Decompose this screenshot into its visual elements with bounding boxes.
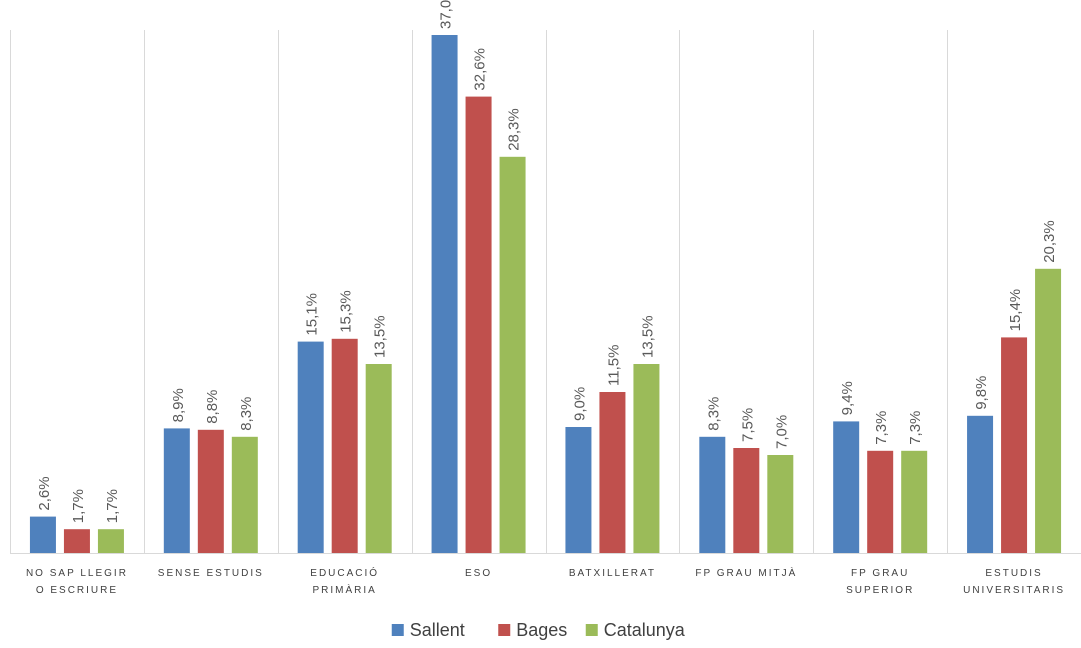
category-label: PRIMÀRIA xyxy=(313,583,377,596)
legend-swatch xyxy=(585,624,598,636)
data-label: 13,5% xyxy=(372,315,389,358)
legend-label: Bages xyxy=(516,620,567,640)
category-separators xyxy=(10,30,948,553)
bar-sallent xyxy=(967,415,994,553)
data-label: 9,0% xyxy=(571,387,588,421)
bar-sallent xyxy=(431,35,458,553)
legend: Sallent Bages Catalunya xyxy=(391,620,686,640)
category-label: ESO xyxy=(465,568,492,579)
data-label: 8,9% xyxy=(170,388,187,422)
bars xyxy=(29,35,1062,554)
data-label: 2,6% xyxy=(36,476,53,510)
category-label: UNIVERSITARIS xyxy=(963,585,1065,596)
data-label: 11,5% xyxy=(605,345,622,386)
bar-bages xyxy=(867,450,894,553)
category-label: FP GRAU MITJÀ xyxy=(695,566,797,579)
bar-catalunya xyxy=(633,364,660,553)
bar-catalunya xyxy=(97,529,124,553)
legend-label: Catalunya xyxy=(604,620,686,640)
data-label: 8,3% xyxy=(705,397,722,431)
bar-sallent xyxy=(565,427,592,553)
bar-catalunya xyxy=(231,436,258,553)
category-label: EDUCACIÓ xyxy=(310,566,379,579)
legend-swatch xyxy=(498,624,511,636)
bar-catalunya xyxy=(365,364,392,553)
data-label: 9,8% xyxy=(973,376,990,410)
data-label: 20,3% xyxy=(1041,220,1058,263)
data-label: 13,5% xyxy=(639,315,656,358)
data-label: 32,6% xyxy=(472,48,489,91)
bar-bages xyxy=(197,429,224,553)
bar-catalunya xyxy=(1035,268,1062,553)
bar-sallent xyxy=(297,341,324,553)
bar-catalunya xyxy=(767,455,794,553)
bar-sallent xyxy=(163,428,190,553)
bar-bages xyxy=(599,392,626,553)
category-label: SENSE ESTUDIS xyxy=(158,568,264,579)
data-label: 9,4% xyxy=(839,381,856,415)
data-label: 8,3% xyxy=(238,397,255,431)
legend-swatch xyxy=(391,624,404,636)
bar-sallent xyxy=(699,436,726,553)
category-label: FP GRAU xyxy=(851,568,909,579)
data-label: 7,5% xyxy=(739,408,756,442)
bar-bages xyxy=(465,96,492,553)
bar-bages xyxy=(733,448,760,553)
category-label: BATXILLERAT xyxy=(569,568,656,579)
bar-bages xyxy=(331,338,358,553)
data-label: 8,8% xyxy=(204,390,221,424)
data-label: 37,0% xyxy=(438,0,455,29)
data-label: 7,0% xyxy=(773,415,790,449)
data-label: 7,3% xyxy=(907,411,924,445)
bar-sallent xyxy=(29,516,56,553)
bar-catalunya xyxy=(499,156,526,554)
category-axis-labels: NO SAP LLEGIR O ESCRIURE SENSE ESTUDIS EDUC… xyxy=(26,566,1065,596)
bar-bages xyxy=(63,529,90,553)
bar-sallent xyxy=(833,421,860,553)
category-label: O ESCRIURE xyxy=(36,585,118,596)
data-label: 7,3% xyxy=(873,411,890,445)
data-label: 15,3% xyxy=(338,290,355,333)
legend-label: Sallent xyxy=(410,620,465,640)
data-labels: 2,6% 1,7% 1,7% 8,9% 8,8% 8,3% 15,1% 15,3% 13,5% 3… xyxy=(36,0,1058,523)
data-label: 15,1% xyxy=(304,293,321,336)
data-label: 28,3% xyxy=(506,108,523,151)
data-label: 1,7% xyxy=(70,489,87,523)
bar-catalunya xyxy=(901,450,928,553)
category-label: SUPERIOR xyxy=(846,585,914,596)
category-label: NO SAP LLEGIR xyxy=(26,568,128,579)
data-label: 15,4% xyxy=(1007,289,1024,332)
data-label: 1,7% xyxy=(104,489,121,523)
bar-bages xyxy=(1001,337,1028,553)
category-label: ESTUDIS xyxy=(985,568,1042,579)
